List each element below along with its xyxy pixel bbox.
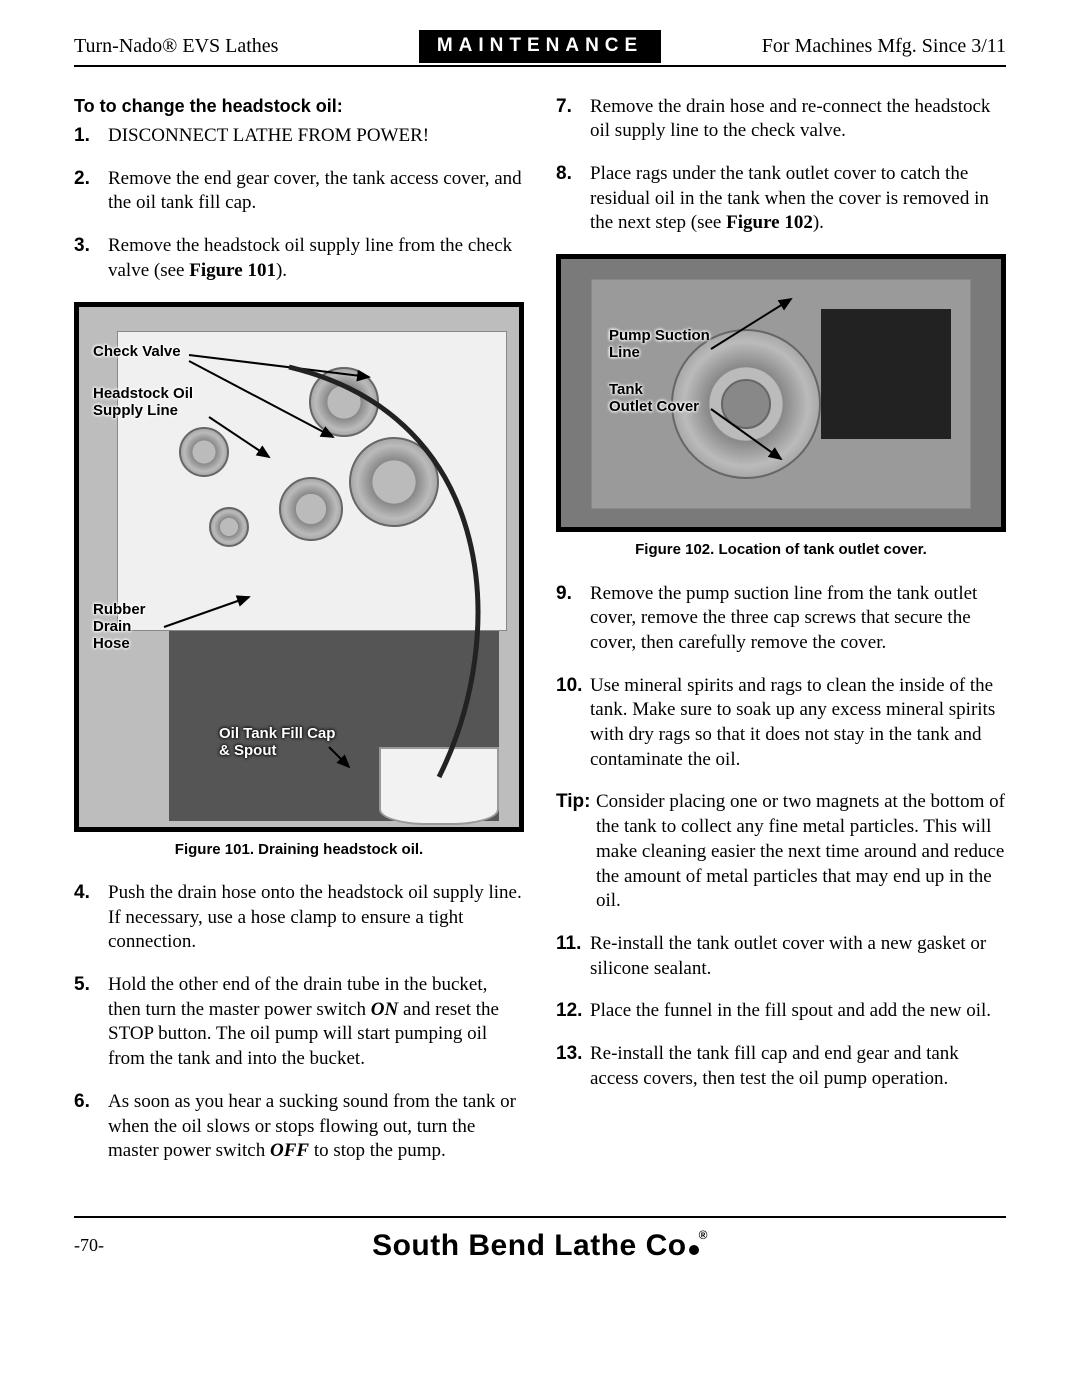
step-text: Re-install the tank fill cap and end gea… — [590, 1042, 1006, 1091]
steps-list-a-left: 1. DISCONNECT LATHE FROM POWER! 2. Remov… — [74, 124, 524, 283]
right-column: 7. Remove the drain hose and re-connect … — [556, 95, 1006, 1182]
step-number: 12. — [556, 999, 590, 1024]
left-column: To to change the headstock oil: 1. DISCO… — [74, 95, 524, 1182]
step-item: 4. Push the drain hose onto the headstoc… — [74, 881, 524, 955]
callout-suction-line: Pump Suction Line — [609, 327, 710, 362]
step-text: Re-install the tank outlet cover with a … — [590, 932, 1006, 981]
tip-label: Tip: — [556, 790, 596, 913]
step-number: 7. — [556, 95, 590, 144]
callout-outlet-cover: Tank Outlet Cover — [609, 381, 699, 416]
header-right: For Machines Mfg. Since 3/11 — [661, 33, 1006, 59]
registered-icon: ® — [699, 1228, 708, 1242]
step-item: 8. Place rags under the tank outlet cove… — [556, 162, 1006, 236]
step-text: Remove the headstock oil supply line fro… — [108, 234, 524, 283]
page-header: Turn-Nado® EVS Lathes MAINTENANCE For Ma… — [74, 30, 1006, 67]
steps-list-b-left: 4. Push the drain hose onto the headstoc… — [74, 881, 524, 1164]
step-item: 6. As soon as you hear a sucking sound f… — [74, 1090, 524, 1164]
tip-row: Tip: Consider placing one or two magnets… — [556, 790, 1006, 913]
step-number: 8. — [556, 162, 590, 236]
step-number: 1. — [74, 124, 108, 149]
tip-text: Consider placing one or two magnets at t… — [596, 790, 1006, 913]
step-text: Remove the end gear cover, the tank acce… — [108, 167, 524, 216]
step-item: 12. Place the funnel in the fill spout a… — [556, 999, 1006, 1024]
step-text: Hold the other end of the drain tube in … — [108, 973, 524, 1072]
step-number: 9. — [556, 582, 590, 656]
figure-101: Check Valve Headstock Oil Supply Line Ru… — [74, 302, 524, 832]
step-item: 13. Re-install the tank fill cap and end… — [556, 1042, 1006, 1091]
step-text: Remove the pump suction line from the ta… — [590, 582, 1006, 656]
step-number: 13. — [556, 1042, 590, 1091]
brand-name: South Bend Lathe Co ® — [144, 1226, 936, 1265]
step-item: 11. Re-install the tank outlet cover wit… — [556, 932, 1006, 981]
figure-102: Pump Suction Line Tank Outlet Cover — [556, 254, 1006, 532]
figure-101-caption: Figure 101. Draining headstock oil. — [74, 840, 524, 860]
step-text: As soon as you hear a sucking sound from… — [108, 1090, 524, 1164]
step-item: 1. DISCONNECT LATHE FROM POWER! — [74, 124, 524, 149]
header-center: MAINTENANCE — [419, 30, 661, 63]
step-text: Place the funnel in the fill spout and a… — [590, 999, 1006, 1024]
brand-text: South Bend Lathe Co — [372, 1229, 686, 1262]
step-number: 3. — [74, 234, 108, 283]
step-text: DISCONNECT LATHE FROM POWER! — [108, 124, 524, 149]
step-text: Push the drain hose onto the headstock o… — [108, 881, 524, 955]
footer-rule — [74, 1216, 1006, 1218]
step-number: 6. — [74, 1090, 108, 1164]
step-number: 2. — [74, 167, 108, 216]
callout-check-valve: Check Valve — [93, 343, 181, 360]
step-number: 11. — [556, 932, 590, 981]
figure-102-caption: Figure 102. Location of tank outlet cove… — [556, 540, 1006, 560]
steps-list-c-right: 11. Re-install the tank outlet cover wit… — [556, 932, 1006, 1091]
step-text: Use mineral spirits and rags to clean th… — [590, 674, 1006, 773]
step-text: Remove the drain hose and re-connect the… — [590, 95, 1006, 144]
step-item: 2. Remove the end gear cover, the tank a… — [74, 167, 524, 216]
callout-fill-cap: Oil Tank Fill Cap & Spout — [219, 725, 335, 760]
step-number: 4. — [74, 881, 108, 955]
step-item: 3. Remove the headstock oil supply line … — [74, 234, 524, 283]
steps-list-a-right: 7. Remove the drain hose and re-connect … — [556, 95, 1006, 236]
step-item: 5. Hold the other end of the drain tube … — [74, 973, 524, 1072]
step-text: Place rags under the tank outlet cover t… — [590, 162, 1006, 236]
step-number: 5. — [74, 973, 108, 1072]
step-item: 10. Use mineral spirits and rags to clea… — [556, 674, 1006, 773]
section-title: To to change the headstock oil: — [74, 95, 524, 118]
header-left: Turn-Nado® EVS Lathes — [74, 33, 419, 59]
steps-list-b-right: 9. Remove the pump suction line from the… — [556, 582, 1006, 773]
callout-drain-hose: Rubber Drain Hose — [93, 601, 146, 653]
step-number: 10. — [556, 674, 590, 773]
content-columns: To to change the headstock oil: 1. DISCO… — [74, 95, 1006, 1182]
step-item: 7. Remove the drain hose and re-connect … — [556, 95, 1006, 144]
page-footer: -70- South Bend Lathe Co ® — [74, 1226, 1006, 1265]
page-number: -70- — [74, 1234, 144, 1257]
brand-dot-icon — [689, 1245, 699, 1255]
step-item: 9. Remove the pump suction line from the… — [556, 582, 1006, 656]
callout-supply-line: Headstock Oil Supply Line — [93, 385, 193, 420]
